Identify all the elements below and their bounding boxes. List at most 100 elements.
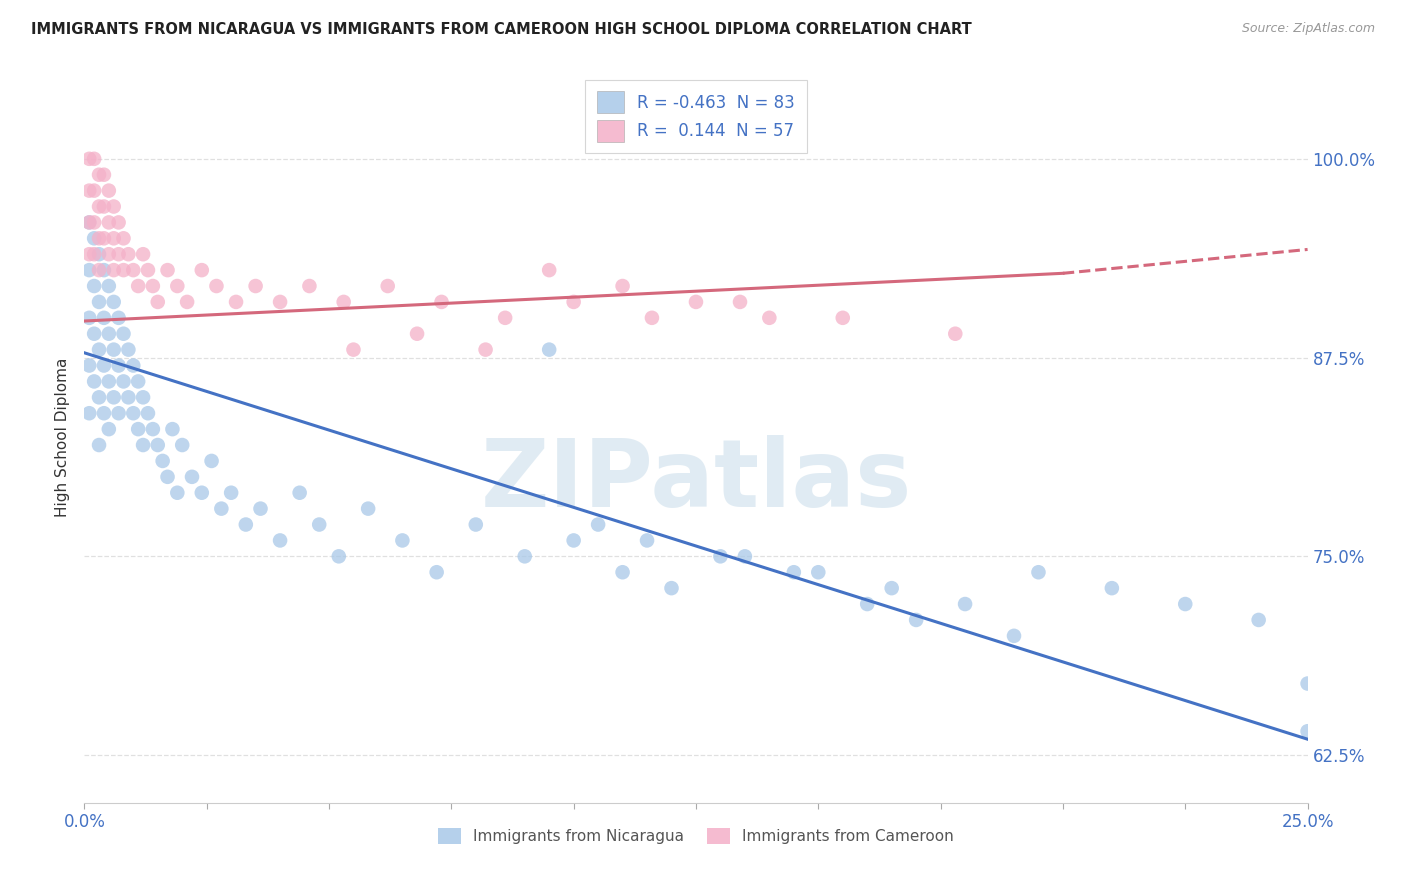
Point	[880, 581, 903, 595]
Point	[474, 343, 496, 357]
Point	[93, 406, 115, 420]
Point	[464, 517, 486, 532]
Point	[107, 247, 129, 261]
Point	[586, 517, 609, 532]
Point	[709, 549, 731, 564]
Point	[156, 470, 179, 484]
Point	[328, 549, 350, 564]
Point	[83, 184, 105, 198]
Point	[562, 533, 585, 548]
Point	[494, 310, 516, 325]
Point	[103, 263, 125, 277]
Point	[856, 597, 879, 611]
Point	[77, 152, 100, 166]
Point	[77, 263, 100, 277]
Point	[83, 247, 105, 261]
Point	[200, 454, 222, 468]
Point	[426, 566, 449, 580]
Text: ZIPatlas: ZIPatlas	[481, 435, 911, 527]
Point	[636, 533, 658, 548]
Point	[943, 326, 966, 341]
Point	[83, 279, 105, 293]
Point	[288, 485, 311, 500]
Point	[132, 247, 155, 261]
Point	[209, 501, 232, 516]
Point	[122, 359, 145, 373]
Point	[77, 310, 100, 325]
Point	[172, 438, 194, 452]
Point	[783, 566, 806, 580]
Point	[332, 294, 354, 309]
Point	[1296, 724, 1319, 739]
Point	[1296, 676, 1319, 690]
Point	[97, 184, 120, 198]
Point	[117, 343, 139, 357]
Point	[162, 422, 184, 436]
Point	[132, 438, 155, 452]
Point	[132, 390, 155, 404]
Point	[107, 215, 129, 229]
Point	[97, 375, 120, 389]
Text: Source: ZipAtlas.com: Source: ZipAtlas.com	[1241, 22, 1375, 36]
Point	[87, 200, 110, 214]
Point	[77, 215, 100, 229]
Point	[87, 263, 110, 277]
Point	[205, 279, 228, 293]
Point	[122, 263, 145, 277]
Point	[97, 215, 120, 229]
Point	[112, 231, 135, 245]
Point	[1002, 629, 1025, 643]
Point	[269, 294, 291, 309]
Point	[87, 247, 110, 261]
Point	[93, 359, 115, 373]
Text: IMMIGRANTS FROM NICARAGUA VS IMMIGRANTS FROM CAMEROON HIGH SCHOOL DIPLOMA CORREL: IMMIGRANTS FROM NICARAGUA VS IMMIGRANTS …	[31, 22, 972, 37]
Point	[191, 485, 214, 500]
Point	[87, 390, 110, 404]
Point	[245, 279, 267, 293]
Point	[377, 279, 399, 293]
Y-axis label: High School Diploma: High School Diploma	[55, 358, 70, 516]
Point	[430, 294, 453, 309]
Point	[103, 200, 125, 214]
Point	[83, 326, 105, 341]
Point	[1247, 613, 1270, 627]
Point	[728, 294, 751, 309]
Point	[117, 247, 139, 261]
Point	[225, 294, 247, 309]
Point	[1028, 566, 1050, 580]
Point	[176, 294, 198, 309]
Point	[641, 310, 664, 325]
Point	[103, 294, 125, 309]
Point	[953, 597, 976, 611]
Point	[83, 152, 105, 166]
Point	[103, 343, 125, 357]
Point	[77, 359, 100, 373]
Point	[734, 549, 756, 564]
Point	[87, 438, 110, 452]
Point	[107, 310, 129, 325]
Point	[391, 533, 413, 548]
Point	[142, 422, 165, 436]
Point	[97, 279, 120, 293]
Point	[308, 517, 330, 532]
Point	[103, 390, 125, 404]
Point	[146, 294, 169, 309]
Point	[166, 485, 188, 500]
Point	[831, 310, 853, 325]
Point	[181, 470, 204, 484]
Point	[122, 406, 145, 420]
Point	[127, 422, 149, 436]
Point	[87, 294, 110, 309]
Point	[93, 200, 115, 214]
Point	[103, 231, 125, 245]
Point	[112, 375, 135, 389]
Point	[219, 485, 242, 500]
Point	[357, 501, 380, 516]
Point	[142, 279, 165, 293]
Point	[513, 549, 536, 564]
Point	[127, 279, 149, 293]
Point	[298, 279, 321, 293]
Point	[77, 184, 100, 198]
Point	[661, 581, 683, 595]
Point	[136, 263, 159, 277]
